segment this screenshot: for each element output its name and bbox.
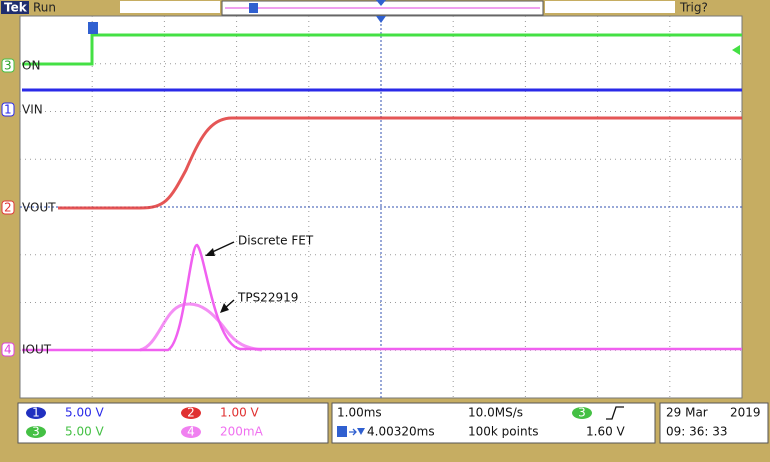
brand-box xyxy=(1,1,29,14)
center-marker xyxy=(376,16,386,23)
time: 09: 36: 33 xyxy=(666,425,728,439)
trigger-marker-top xyxy=(249,3,258,13)
trigger-status: Trig? xyxy=(679,1,708,15)
channel-marker xyxy=(1,342,15,357)
on-trace xyxy=(22,33,742,66)
trace-label: ON xyxy=(22,59,40,73)
trigger-delay: 4.00320ms xyxy=(367,425,435,439)
channel-number: 4 xyxy=(4,343,12,357)
date: 29 Mar xyxy=(666,406,708,420)
run-status: Run xyxy=(33,1,56,15)
arrow-icon xyxy=(349,428,357,436)
trigger-level-marker xyxy=(732,45,740,55)
edge-icon xyxy=(606,406,624,420)
trace-label: VOUT xyxy=(22,201,56,215)
channel-scale: 1.00 V xyxy=(220,406,260,420)
channel-badge xyxy=(181,407,201,419)
channel-badge xyxy=(181,426,201,438)
channel-marker xyxy=(1,58,15,73)
trace-label: IOUT xyxy=(22,343,52,357)
trigger-channel: 3 xyxy=(578,406,586,420)
channel-badge xyxy=(572,407,592,419)
vout-trace xyxy=(58,116,742,210)
channel-number: 3 xyxy=(4,59,12,73)
trigger-icon xyxy=(337,426,347,437)
header-box xyxy=(120,1,220,13)
timestamp-panel xyxy=(659,402,769,444)
trigger-marker xyxy=(88,22,98,34)
channel-panel xyxy=(17,402,329,444)
channel-badge xyxy=(26,426,46,438)
arrow-head xyxy=(205,248,215,256)
channel-number: 2 xyxy=(187,406,195,420)
channel-scale: 200mA xyxy=(220,425,264,439)
channel-scale: 5.00 V xyxy=(65,406,105,420)
delay-icon xyxy=(357,428,365,435)
channel-marker xyxy=(1,200,15,215)
time-scale: 1.00ms xyxy=(337,406,382,420)
center-marker xyxy=(376,0,386,6)
trigger-level: 1.60 V xyxy=(586,425,626,439)
year: 2019 xyxy=(730,406,761,420)
channel-marker xyxy=(1,102,15,117)
arrow-head xyxy=(220,303,229,313)
channel-number: 3 xyxy=(32,425,40,439)
sample-rate: 10.0MS/s xyxy=(468,406,523,420)
channel-scale: 5.00 V xyxy=(65,425,105,439)
iout-trace xyxy=(139,302,263,352)
record-length: 100k points xyxy=(468,425,539,439)
channel-number: 1 xyxy=(32,406,40,420)
timebase-panel xyxy=(331,402,656,444)
channel-number: 2 xyxy=(4,201,12,215)
annotation: Discrete FET xyxy=(238,234,314,248)
iout-trace xyxy=(22,243,742,352)
brand: Tek xyxy=(4,1,28,15)
annotation: TPS22919 xyxy=(237,291,298,305)
channel-badge xyxy=(26,407,46,419)
channel-number: 1 xyxy=(4,103,12,117)
channel-number: 4 xyxy=(187,425,195,439)
header-box xyxy=(545,1,675,13)
trace-label: VIN xyxy=(22,103,43,117)
